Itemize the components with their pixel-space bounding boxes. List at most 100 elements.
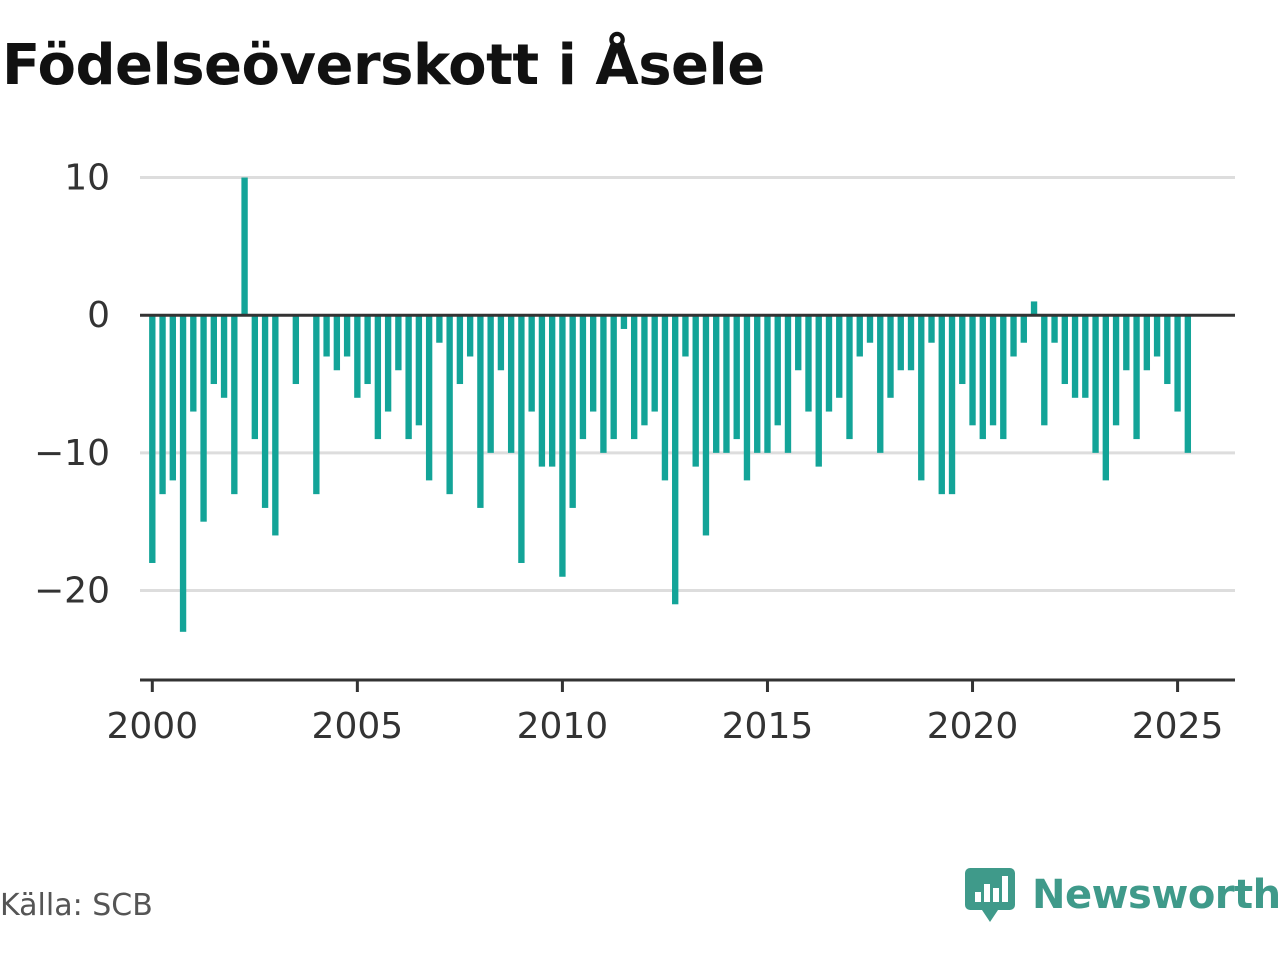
bar [261, 315, 269, 508]
bar [631, 315, 638, 440]
bar [364, 315, 371, 385]
y-tick-label: 0 [87, 295, 110, 336]
bar [559, 315, 566, 577]
bar [405, 315, 412, 440]
y-tick-label: −10 [34, 433, 110, 474]
bar [979, 315, 986, 440]
brand-name: Newsworthy [1032, 872, 1280, 918]
bar [528, 315, 535, 412]
bar [897, 315, 904, 371]
bar [1061, 315, 1068, 385]
bar [1071, 315, 1079, 398]
bar [323, 315, 330, 357]
bar [661, 315, 669, 481]
axes: 10 0 −10 −20 2000 2005 2010 2015 2020 2025 [34, 158, 1235, 747]
bar [702, 315, 710, 536]
bar [866, 315, 874, 343]
bar [784, 315, 792, 453]
bar [948, 315, 956, 495]
x-tick-label: 2010 [517, 706, 609, 747]
bar [466, 315, 474, 357]
bar [179, 315, 187, 632]
bar [1082, 315, 1089, 398]
bar [877, 315, 884, 453]
bar [190, 315, 197, 412]
bar-chart: 10 0 −10 −20 2000 2005 2010 2015 2020 2025 [34, 158, 1235, 747]
bar [436, 315, 443, 343]
bar [477, 315, 484, 508]
bar [610, 315, 617, 440]
bar [692, 315, 699, 467]
bar [1010, 315, 1017, 357]
bar [251, 315, 259, 440]
bar [497, 315, 505, 371]
bar [200, 315, 207, 522]
bar [333, 315, 341, 371]
bar [538, 315, 546, 467]
bar [641, 315, 648, 426]
bar [292, 315, 300, 385]
bar [928, 315, 935, 343]
bar [764, 315, 771, 453]
bar [1153, 315, 1161, 357]
bar [856, 315, 863, 357]
bar [169, 315, 176, 481]
bar [159, 315, 166, 495]
bar [1112, 315, 1120, 426]
gridlines [140, 176, 1235, 593]
bar [507, 315, 515, 453]
x-tick-label: 2005 [312, 706, 404, 747]
bar [1020, 315, 1027, 343]
bar [1184, 315, 1192, 453]
x-tick-label: 2025 [1132, 706, 1224, 747]
bar [579, 315, 587, 440]
bar [313, 315, 320, 495]
bar [774, 315, 781, 426]
bar [425, 315, 433, 481]
newsworthy-logo-icon [965, 868, 1015, 922]
bar [938, 315, 945, 495]
bar [395, 315, 402, 371]
bar [1092, 315, 1099, 453]
bar [456, 315, 464, 385]
x-tick-label: 2000 [106, 706, 198, 747]
bar [989, 315, 997, 426]
bar [1102, 315, 1109, 481]
bar [384, 315, 392, 412]
bar [1164, 315, 1171, 385]
bar [1000, 315, 1007, 440]
bar [969, 315, 976, 426]
brand-logo[interactable]: Newsworthy [964, 864, 1280, 926]
source-label: Källa: SCB [0, 888, 153, 923]
bar [672, 315, 679, 605]
bar [149, 315, 156, 563]
bar [743, 315, 751, 481]
bar [907, 315, 915, 371]
bar [343, 315, 351, 357]
bar [918, 315, 925, 481]
bar [1123, 315, 1130, 371]
bar [959, 315, 966, 385]
bar [836, 315, 843, 398]
bar [569, 315, 576, 508]
bar [220, 315, 228, 398]
bar [1133, 315, 1140, 440]
bar [518, 315, 525, 563]
x-tick-label: 2015 [722, 706, 814, 747]
y-tick-label: −20 [34, 571, 110, 612]
bar [1041, 315, 1048, 426]
bar [589, 315, 597, 412]
bar [548, 315, 556, 467]
bar [825, 315, 833, 412]
bar [415, 315, 423, 426]
bar [1030, 301, 1038, 316]
bar [733, 315, 740, 440]
bar [231, 315, 238, 495]
bar [887, 315, 894, 398]
chart-title: Födelseöverskott i Åsele [2, 33, 765, 98]
bar [795, 315, 802, 371]
bar [241, 177, 248, 316]
bar [682, 315, 689, 357]
bar [600, 315, 607, 453]
bar [713, 315, 720, 453]
